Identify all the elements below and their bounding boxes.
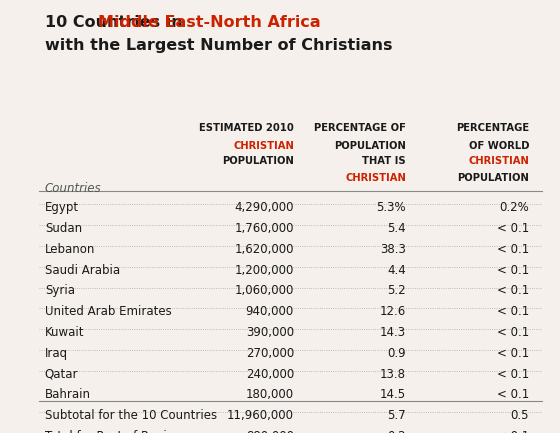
Text: CHRISTIAN: CHRISTIAN <box>345 173 406 183</box>
Text: 11,960,000: 11,960,000 <box>227 409 294 422</box>
Text: 270,000: 270,000 <box>246 347 294 360</box>
Text: Egypt: Egypt <box>45 201 79 214</box>
Text: 4,290,000: 4,290,000 <box>235 201 294 214</box>
Text: 38.3: 38.3 <box>380 243 406 256</box>
Text: Subtotal for the 10 Countries: Subtotal for the 10 Countries <box>45 409 217 422</box>
Text: < 0.1: < 0.1 <box>497 243 529 256</box>
Text: Sudan: Sudan <box>45 222 82 235</box>
Text: 0.9: 0.9 <box>388 347 406 360</box>
Text: < 0.1: < 0.1 <box>497 284 529 297</box>
Text: 10 Countries in: 10 Countries in <box>45 15 188 30</box>
Text: PERCENTAGE: PERCENTAGE <box>456 123 529 133</box>
Text: ESTIMATED 2010: ESTIMATED 2010 <box>199 123 294 133</box>
Text: < 0.1: < 0.1 <box>497 326 529 339</box>
Text: 14.5: 14.5 <box>380 388 406 401</box>
Text: United Arab Emirates: United Arab Emirates <box>45 305 171 318</box>
Text: < 0.1: < 0.1 <box>497 368 529 381</box>
Text: POPULATION: POPULATION <box>222 156 294 166</box>
Text: 0.5: 0.5 <box>511 409 529 422</box>
Text: 1,200,000: 1,200,000 <box>235 264 294 277</box>
Text: 180,000: 180,000 <box>246 388 294 401</box>
Text: Qatar: Qatar <box>45 368 78 381</box>
Text: 390,000: 390,000 <box>246 326 294 339</box>
Text: Kuwait: Kuwait <box>45 326 85 339</box>
Text: POPULATION: POPULATION <box>458 173 529 183</box>
Text: OF WORLD: OF WORLD <box>469 141 529 151</box>
Text: Saudi Arabia: Saudi Arabia <box>45 264 120 277</box>
Text: 5.3%: 5.3% <box>376 201 406 214</box>
Text: 1,760,000: 1,760,000 <box>235 222 294 235</box>
Text: 940,000: 940,000 <box>246 305 294 318</box>
Text: PERCENTAGE OF: PERCENTAGE OF <box>314 123 406 133</box>
Text: Bahrain: Bahrain <box>45 388 91 401</box>
Text: THAT IS: THAT IS <box>362 156 406 166</box>
Text: 240,000: 240,000 <box>246 368 294 381</box>
Text: Total for Rest of Region: Total for Rest of Region <box>45 430 181 433</box>
Text: < 0.1: < 0.1 <box>497 305 529 318</box>
Text: 13.8: 13.8 <box>380 368 406 381</box>
Text: < 0.1: < 0.1 <box>497 388 529 401</box>
Text: 5.2: 5.2 <box>388 284 406 297</box>
Text: 12.6: 12.6 <box>380 305 406 318</box>
Text: Lebanon: Lebanon <box>45 243 95 256</box>
Text: 1,060,000: 1,060,000 <box>235 284 294 297</box>
Text: Middle East-North Africa: Middle East-North Africa <box>98 15 321 30</box>
Text: < 0.1: < 0.1 <box>497 430 529 433</box>
Text: 4.4: 4.4 <box>388 264 406 277</box>
Text: 880,000: 880,000 <box>246 430 294 433</box>
Text: Syria: Syria <box>45 284 75 297</box>
Text: 5.4: 5.4 <box>388 222 406 235</box>
Text: 0.2%: 0.2% <box>500 201 529 214</box>
Text: 0.2: 0.2 <box>388 430 406 433</box>
Text: Countries: Countries <box>45 182 101 195</box>
Text: < 0.1: < 0.1 <box>497 264 529 277</box>
Text: < 0.1: < 0.1 <box>497 347 529 360</box>
Text: POPULATION: POPULATION <box>334 141 406 151</box>
Text: 1,620,000: 1,620,000 <box>235 243 294 256</box>
Text: with the Largest Number of Christians: with the Largest Number of Christians <box>45 38 393 53</box>
Text: < 0.1: < 0.1 <box>497 222 529 235</box>
Text: Iraq: Iraq <box>45 347 68 360</box>
Text: CHRISTIAN: CHRISTIAN <box>468 156 529 166</box>
Text: 5.7: 5.7 <box>388 409 406 422</box>
Text: CHRISTIAN: CHRISTIAN <box>233 141 294 151</box>
Text: 14.3: 14.3 <box>380 326 406 339</box>
